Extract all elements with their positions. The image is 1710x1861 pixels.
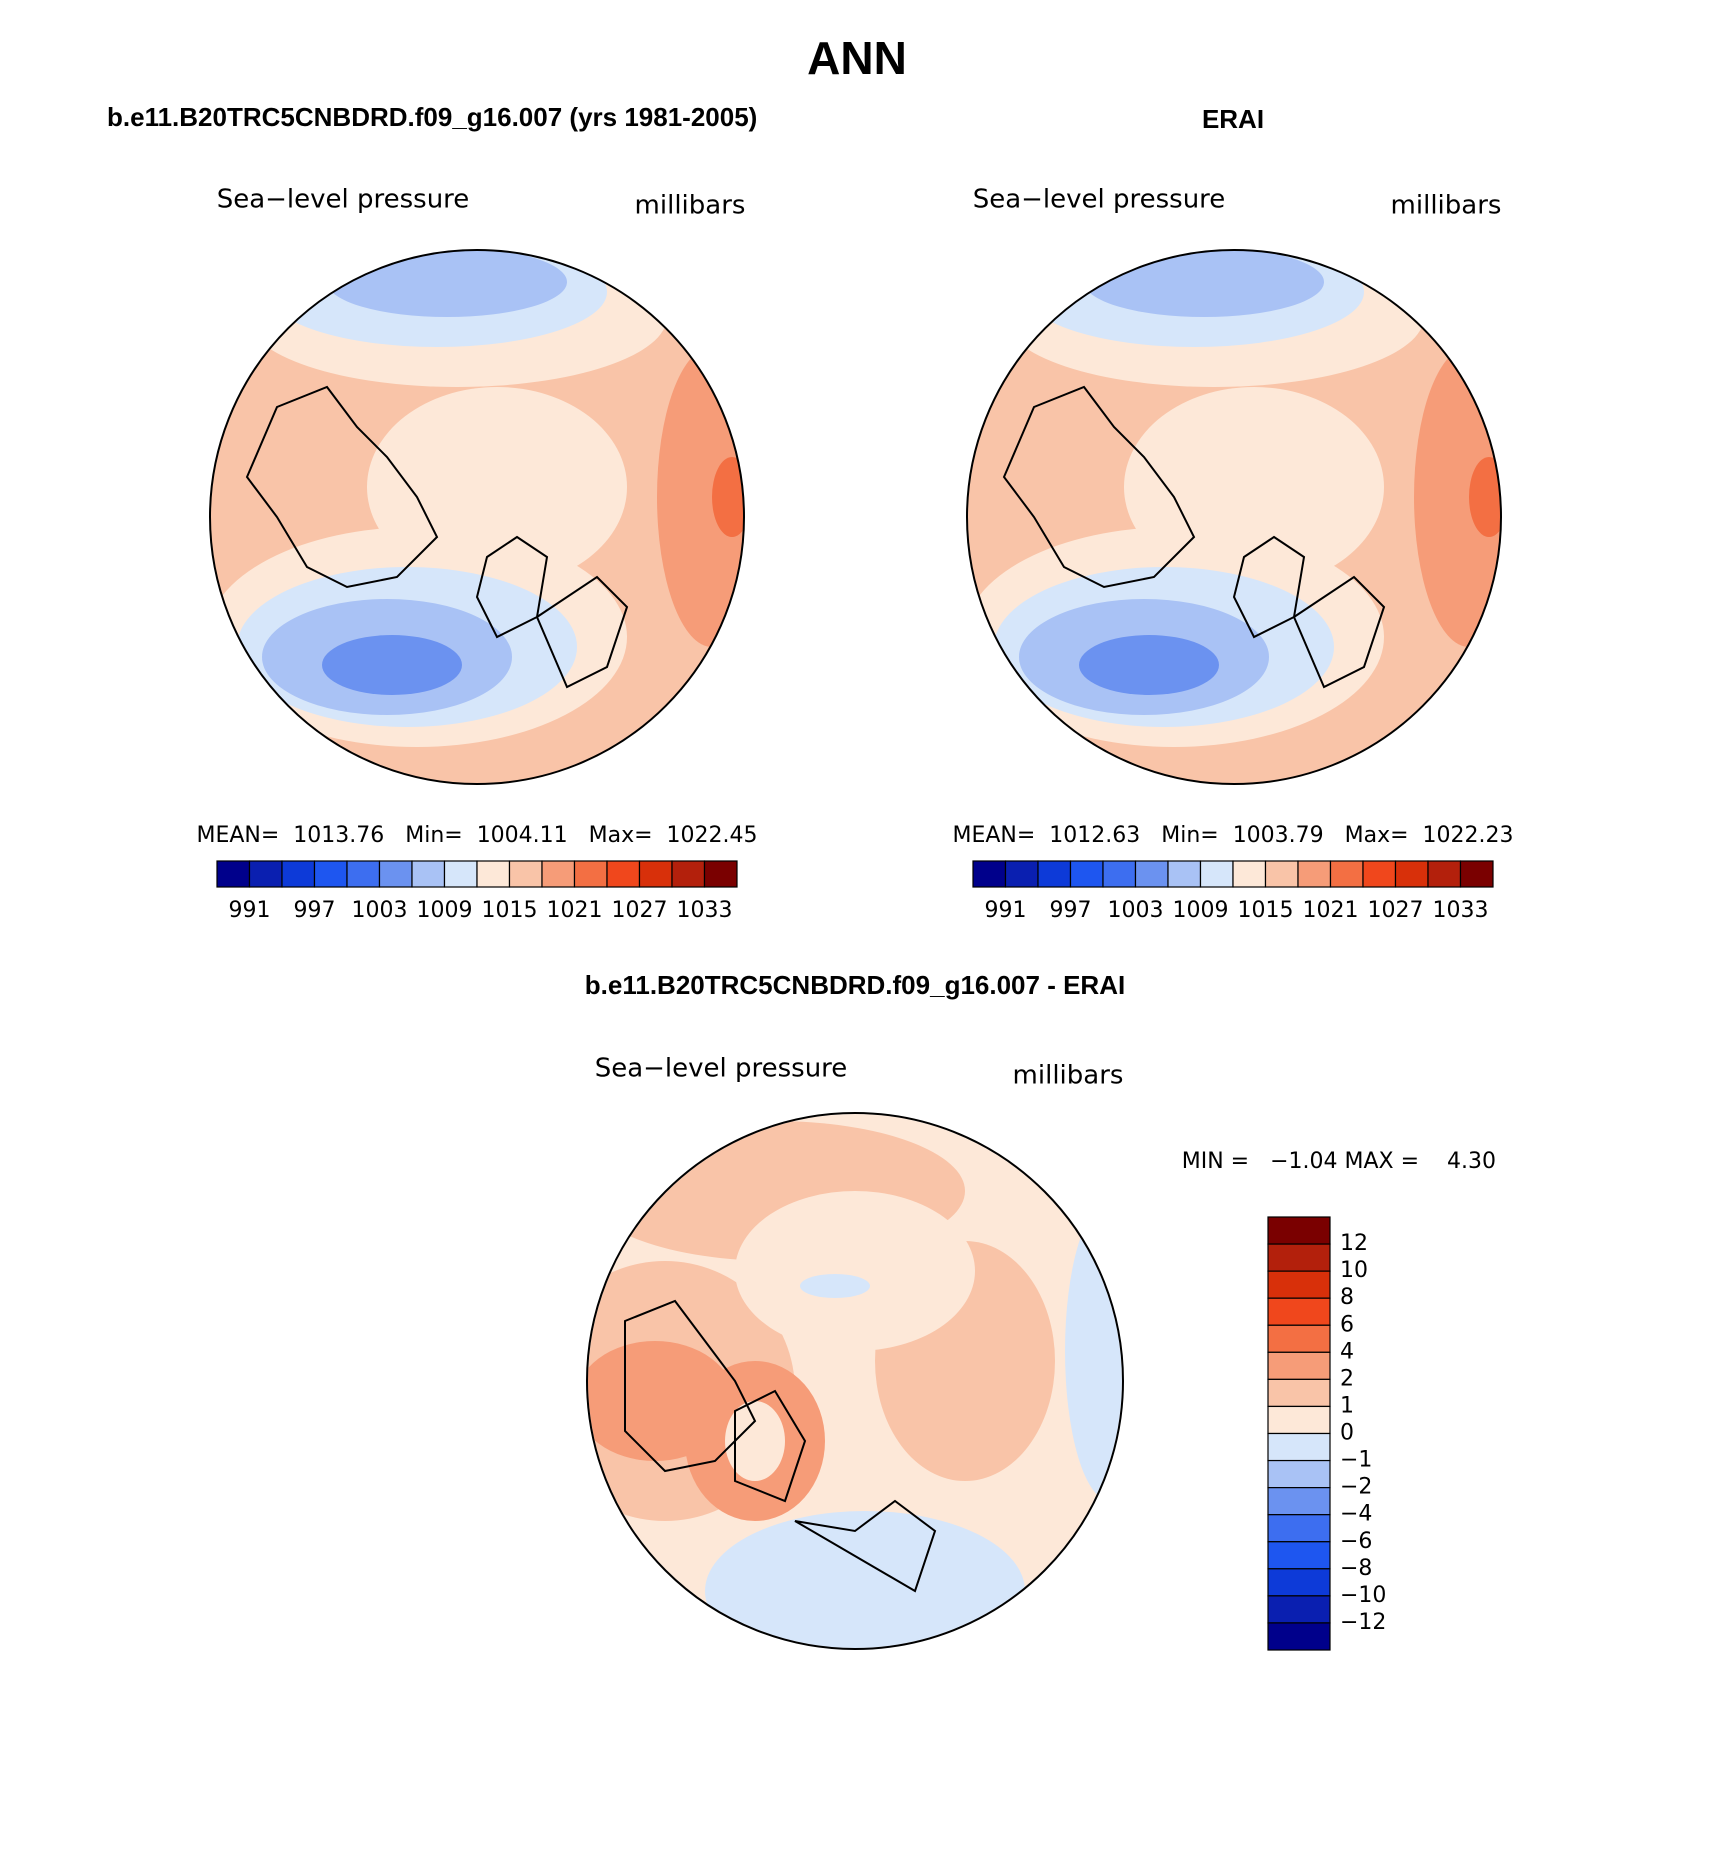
colorbar-box xyxy=(1267,1378,1331,1408)
colorbar-box xyxy=(411,860,446,888)
colorbar-box xyxy=(1069,860,1104,888)
colorbar-box xyxy=(1297,860,1332,888)
colorbar-box xyxy=(378,860,413,888)
colorbar-box xyxy=(1267,1324,1331,1353)
colorbar-box xyxy=(1459,860,1494,888)
colorbar-label: −1 xyxy=(1340,1448,1372,1473)
colorbar-box xyxy=(638,860,673,888)
colorbar-box xyxy=(1004,860,1039,888)
stats: MEAN= 1012.63 Min= 1003.79 Max= 1022.23 xyxy=(952,823,1513,848)
colorbar-box xyxy=(1267,1541,1331,1570)
colorbar-label: 1003 xyxy=(352,898,408,923)
colorbar-label: 1015 xyxy=(1238,898,1294,923)
colorbar-label: 10 xyxy=(1340,1258,1368,1283)
colorbar-box xyxy=(1427,860,1462,888)
colorbar-box xyxy=(476,860,511,888)
colorbar-box xyxy=(1232,860,1267,888)
colorbar-label: 1027 xyxy=(612,898,668,923)
colorbar-label: 1009 xyxy=(417,898,473,923)
maps xyxy=(207,237,1524,1671)
colorbar-box xyxy=(1134,860,1169,888)
colorbar-box xyxy=(346,860,381,888)
colorbar-label: 997 xyxy=(294,898,336,923)
panel-title: b.e11.B20TRC5CNBDRD.f09_g16.007 (yrs 198… xyxy=(107,102,757,132)
left-label: Sea−level pressure xyxy=(217,185,470,215)
colorbar-box xyxy=(1267,1243,1331,1272)
colorbar-label: 4 xyxy=(1340,1339,1354,1364)
panel-title: ERAI xyxy=(1202,104,1264,134)
colorbar-label: −2 xyxy=(1340,1475,1372,1500)
colorbar-label: 997 xyxy=(1050,898,1092,923)
colorbar-label: −6 xyxy=(1340,1529,1372,1554)
colorbar-label: 12 xyxy=(1340,1231,1368,1256)
colorbar-box xyxy=(606,860,641,888)
left-label: Sea−level pressure xyxy=(973,185,1226,215)
colorbar-box xyxy=(1167,860,1202,888)
colorbar-box xyxy=(1102,860,1137,888)
colorbar-box xyxy=(1267,1487,1331,1516)
colorbar-label: 0 xyxy=(1340,1421,1354,1446)
colorbar-box xyxy=(1267,1351,1331,1380)
colorbar-box xyxy=(703,860,738,888)
left-label: Sea−level pressure xyxy=(595,1054,848,1084)
colorbar-box xyxy=(1267,1595,1331,1624)
polar-map xyxy=(964,237,1524,787)
colorbar-box xyxy=(1267,1568,1331,1597)
colorbar-label: −10 xyxy=(1340,1583,1386,1608)
colorbar-label: 6 xyxy=(1340,1312,1354,1337)
colorbar-label: 1009 xyxy=(1173,898,1229,923)
colorbar-box xyxy=(1267,1432,1331,1462)
colorbar-label: −4 xyxy=(1340,1502,1372,1527)
colorbar-label: 1021 xyxy=(1303,898,1359,923)
colorbar-label: 8 xyxy=(1340,1285,1354,1310)
colorbar-label: −8 xyxy=(1340,1556,1372,1581)
panel-title: b.e11.B20TRC5CNBDRD.f09_g16.007 - ERAI xyxy=(585,970,1125,1000)
right-label: millibars xyxy=(635,191,746,221)
colorbar-box xyxy=(1267,1297,1331,1326)
colorbar-box xyxy=(541,860,576,888)
right-label: millibars xyxy=(1013,1061,1124,1091)
colorbar-box xyxy=(573,860,608,888)
colorbar-box xyxy=(1267,1216,1331,1245)
colorbar-label: 1033 xyxy=(1433,898,1489,923)
colorbar-box xyxy=(1037,860,1072,888)
colorbar-box xyxy=(443,860,478,888)
colorbar-box xyxy=(508,860,543,888)
colorbar-label: −12 xyxy=(1340,1610,1386,1635)
figure-title: ANN xyxy=(807,32,907,84)
colorbar-label: 1 xyxy=(1340,1393,1354,1418)
colorbar-label: 991 xyxy=(985,898,1027,923)
colorbar-box xyxy=(1199,860,1234,888)
colorbar-label: 1003 xyxy=(1108,898,1164,923)
colorbar-label: 1021 xyxy=(547,898,603,923)
right-label: millibars xyxy=(1391,191,1502,221)
colorbar-label: 1015 xyxy=(482,898,538,923)
stats: MEAN= 1013.76 Min= 1004.11 Max= 1022.45 xyxy=(196,823,757,848)
colorbar-box xyxy=(248,860,283,888)
colorbar-box xyxy=(1267,1270,1331,1299)
polar-map xyxy=(207,237,767,787)
colorbar-box xyxy=(1267,1622,1331,1651)
colorbar-box xyxy=(1264,860,1299,888)
colorbar-label: 1033 xyxy=(677,898,733,923)
colorbar-box xyxy=(281,860,316,888)
colorbar-label: 1027 xyxy=(1368,898,1424,923)
colorbar-box xyxy=(1267,1514,1331,1543)
colorbar-box xyxy=(1394,860,1429,888)
stats: MIN = −1.04 MAX = 4.30 xyxy=(1182,1149,1496,1174)
colorbar-box xyxy=(972,860,1007,888)
colorbar-box xyxy=(671,860,706,888)
colorbar-box xyxy=(1362,860,1397,888)
colorbar-box xyxy=(313,860,348,888)
colorbar-box xyxy=(216,860,251,888)
colorbar-box xyxy=(1329,860,1364,888)
colorbar-box xyxy=(1267,1459,1331,1489)
colorbar-label: 2 xyxy=(1340,1366,1354,1391)
polar-map xyxy=(535,1111,1155,1671)
colorbar-box xyxy=(1267,1405,1331,1435)
colorbar-label: 991 xyxy=(229,898,271,923)
